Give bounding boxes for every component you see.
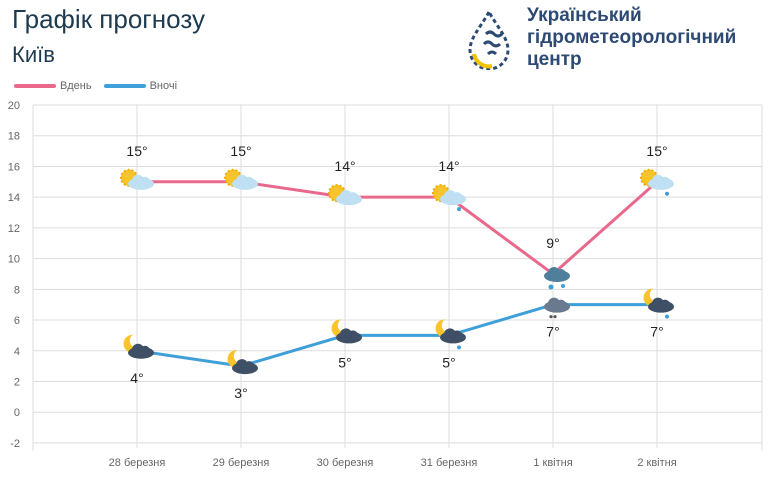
cloud-rain-icon — [544, 266, 570, 290]
org-line: Український — [527, 5, 642, 26]
data-label: 3° — [234, 385, 247, 401]
cloud-drizzle-icon — [544, 297, 570, 319]
city-name: Київ — [12, 42, 55, 67]
org-line: центр — [527, 49, 582, 70]
x-tick-label: 30 березня — [317, 457, 374, 469]
moon-cloud-icon — [123, 334, 154, 359]
y-tick-label: 8 — [14, 284, 20, 296]
data-label: 4° — [130, 370, 143, 386]
sun-cloud-rain-icon — [432, 184, 466, 212]
x-tick-label: 1 квітня — [533, 457, 572, 469]
ukrhydromet-logo-icon — [468, 10, 510, 70]
sun-cloud-icon — [224, 168, 258, 190]
page-title: Графік прогнозу — [12, 4, 205, 34]
sun-cloud-icon — [120, 168, 154, 190]
y-tick-label: 2 — [14, 376, 20, 388]
legend-night-swatch[interactable] — [103, 84, 146, 88]
data-label: 7° — [650, 324, 663, 340]
legend-day-label[interactable]: Вдень — [60, 80, 92, 92]
moon-cloud-icon — [227, 350, 258, 375]
x-tick-label: 2 квітня — [637, 457, 676, 469]
series-line-night — [136, 303, 657, 368]
sun-cloud-rain-icon — [640, 168, 674, 196]
y-tick-label: 16 — [8, 161, 20, 173]
data-label: 14° — [438, 158, 459, 174]
y-tick-label: 20 — [8, 100, 20, 112]
y-tick-label: -2 — [10, 438, 20, 450]
y-tick-label: 4 — [14, 346, 20, 358]
org-line: гідрометеорологічний — [527, 27, 737, 48]
data-label: 14° — [334, 158, 355, 174]
y-tick-label: 18 — [8, 131, 20, 143]
legend: Вдень Вночі — [14, 80, 177, 92]
sun-cloud-icon — [328, 184, 362, 206]
legend-day-swatch[interactable] — [14, 84, 56, 88]
y-tick-label: 10 — [8, 254, 20, 266]
data-label: 9° — [546, 235, 559, 251]
y-tick-label: 14 — [8, 192, 20, 204]
x-tick-label: 29 березня — [213, 457, 270, 469]
data-label: 15° — [230, 143, 251, 159]
data-label: 15° — [646, 143, 667, 159]
series-line-day — [137, 180, 658, 276]
y-tick-label: 12 — [8, 223, 20, 235]
data-label: 5° — [338, 354, 351, 370]
data-label: 5° — [442, 354, 455, 370]
legend-night-label[interactable]: Вночі — [149, 80, 178, 92]
data-label: 7° — [546, 324, 559, 340]
moon-cloud-icon — [331, 319, 362, 344]
moon-cloud-rain-icon — [643, 288, 674, 319]
data-label: 15° — [126, 143, 147, 159]
x-tick-label: 31 березня — [421, 457, 478, 469]
org-name: Український гідрометеорологічний центр — [527, 5, 736, 71]
moon-cloud-rain-icon — [435, 319, 466, 350]
y-tick-label: 0 — [14, 407, 20, 419]
y-tick-label: 6 — [14, 315, 20, 327]
x-tick-label: 28 березня — [109, 457, 166, 469]
